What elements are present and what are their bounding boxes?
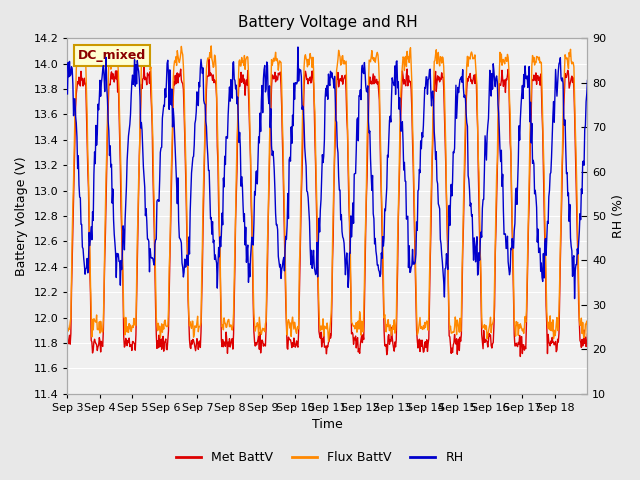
Legend: Met BattV, Flux BattV, RH: Met BattV, Flux BattV, RH <box>172 446 468 469</box>
Y-axis label: Battery Voltage (V): Battery Voltage (V) <box>15 156 28 276</box>
Title: Battery Voltage and RH: Battery Voltage and RH <box>237 15 417 30</box>
X-axis label: Time: Time <box>312 419 343 432</box>
Y-axis label: RH (%): RH (%) <box>612 194 625 238</box>
Text: DC_mixed: DC_mixed <box>78 49 146 62</box>
